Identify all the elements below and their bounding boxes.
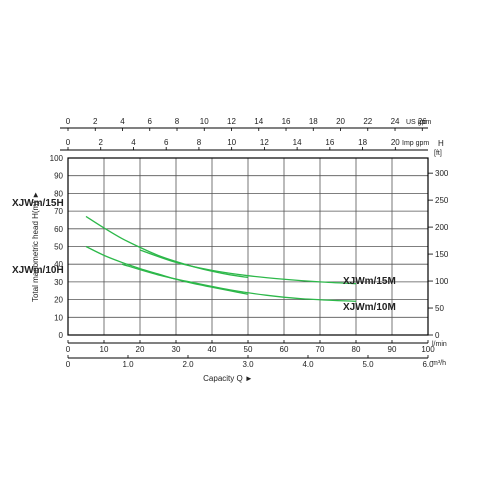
x-lmin-tick-label: 80 [352,345,361,354]
x-usgpm-tick-label: 6 [148,117,153,126]
x-m3h-tick-label: 5.0 [362,360,374,369]
y-left-tick-label: 10 [54,313,63,322]
x-usgpm-tick-label: 22 [363,117,372,126]
x-usgpm-tick-label: 12 [227,117,236,126]
x-m3h-tick-label: 1.0 [122,360,134,369]
x-impgpm-tick-label: 16 [325,138,334,147]
x-m3h-tick-label: 3.0 [242,360,254,369]
x-m3h-unit: m³/h [432,360,446,367]
y-left-tick-label: 50 [54,243,63,252]
series-line-xjwm-10m [121,263,357,303]
x-lmin-tick-label: 60 [280,345,289,354]
x-impgpm-tick-label: 14 [293,138,302,147]
series-label: XJWm/10M [343,302,396,313]
x-impgpm-tick-label: 12 [260,138,269,147]
y-right-unit-sub: [ft] [434,150,442,157]
x-usgpm-tick-label: 16 [282,117,291,126]
x-usgpm-tick-label: 10 [200,117,209,126]
x-impgpm-tick-label: 4 [131,138,136,147]
series-label: XJWm/15M [343,276,396,287]
x-m3h-tick-label: 6.0 [422,360,434,369]
y-left-tick-label: 90 [54,172,63,181]
x-impgpm-unit: Imp gpm [402,140,429,147]
x-usgpm-unit: US gpm [406,119,431,126]
series-line-xjwm-15h [85,215,249,279]
x-impgpm-tick-label: 2 [99,138,104,147]
y-right-tick-label: 250 [435,196,449,205]
series-line-xjwm-15m [139,249,357,285]
y-left-tick-label: 0 [59,331,64,340]
x-lmin-tick-label: 10 [100,345,109,354]
y-left-tick-label: 20 [54,296,63,305]
x-lmin-tick-label: 20 [136,345,145,354]
x-lmin-tick-label: 90 [388,345,397,354]
plot-frame [67,157,429,336]
x-usgpm-tick-label: 2 [93,117,98,126]
x-lmin-tick-label: 30 [172,345,181,354]
y-right-tick-label: 100 [435,277,449,286]
x-lmin-tick-label: 0 [66,345,71,354]
y-axis-title: Total manometric head H(m) ► [31,191,40,302]
x-m3h-tick-label: 2.0 [182,360,194,369]
y-left-tick-label: 30 [54,278,63,287]
y-right-tick-label: 0 [435,331,440,340]
y-right-tick-label: 300 [435,169,449,178]
series-label: XJWm/10H [12,265,64,276]
x-axis-title: Capacity Q ► [203,374,253,383]
y-left-tick-label: 40 [54,260,63,269]
y-right-unit: H [438,139,444,148]
y-left-tick-label: 60 [54,225,63,234]
x-m3h-tick-label: 0 [66,360,71,369]
x-usgpm-tick-label: 18 [309,117,318,126]
y-right-tick-label: 200 [435,223,449,232]
x-lmin-tick-label: 40 [208,345,217,354]
x-impgpm-tick-label: 20 [391,138,400,147]
y-left-tick-label: 70 [54,207,63,216]
x-lmin-tick-label: 100 [421,345,435,354]
x-m3h-tick-label: 4.0 [302,360,314,369]
x-usgpm-tick-label: 14 [254,117,263,126]
x-usgpm-tick-label: 0 [66,117,71,126]
x-impgpm-tick-label: 18 [358,138,367,147]
x-usgpm-tick-label: 8 [175,117,180,126]
y-left-tick-label: 80 [54,189,63,198]
x-impgpm-tick-label: 0 [66,138,71,147]
series-label: XJWm/15H [12,198,64,209]
y-left-tick-label: 100 [50,154,64,163]
x-lmin-unit: l/min [432,341,447,348]
x-usgpm-tick-label: 24 [391,117,400,126]
x-usgpm-tick-label: 26 [418,117,427,126]
x-impgpm-tick-label: 8 [197,138,202,147]
x-impgpm-tick-label: 10 [227,138,236,147]
x-lmin-tick-label: 70 [316,345,325,354]
y-right-tick-label: 150 [435,250,449,259]
x-impgpm-tick-label: 6 [164,138,169,147]
x-usgpm-tick-label: 20 [336,117,345,126]
x-usgpm-tick-label: 4 [120,117,125,126]
y-right-tick-label: 50 [435,304,444,313]
x-lmin-tick-label: 50 [244,345,253,354]
series-line-xjwm-10h [85,245,249,295]
